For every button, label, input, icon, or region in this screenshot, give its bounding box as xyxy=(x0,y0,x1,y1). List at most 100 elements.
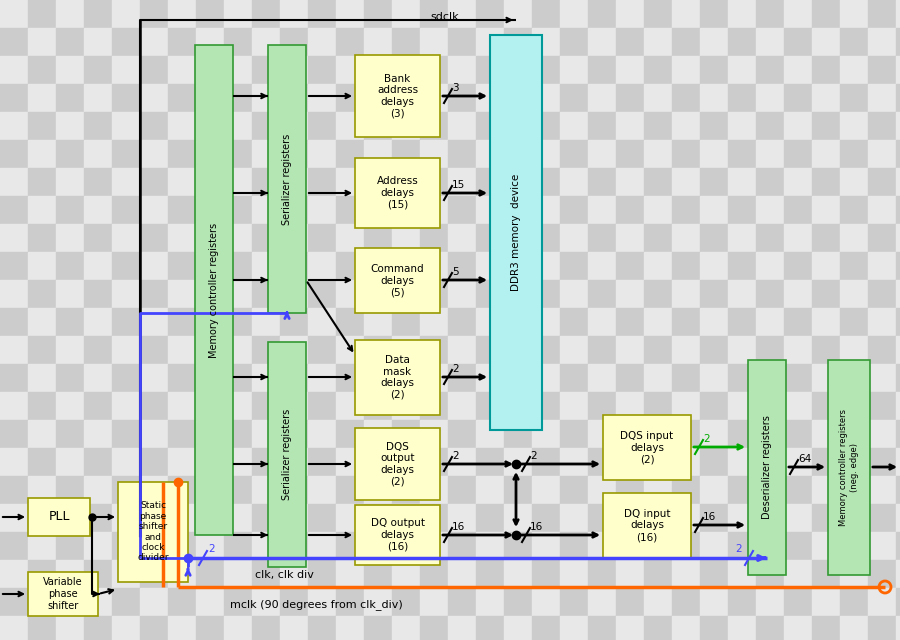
Bar xyxy=(280,560,308,588)
Bar xyxy=(504,336,532,364)
Bar xyxy=(504,364,532,392)
Bar xyxy=(812,392,840,420)
Bar xyxy=(504,112,532,140)
Bar xyxy=(476,616,504,640)
Bar xyxy=(588,588,616,616)
Bar xyxy=(700,196,728,224)
Bar xyxy=(896,364,900,392)
Bar xyxy=(756,56,784,84)
Bar xyxy=(812,84,840,112)
Bar xyxy=(0,448,28,476)
Bar xyxy=(336,168,364,196)
Bar xyxy=(504,588,532,616)
Bar xyxy=(0,196,28,224)
Bar xyxy=(840,476,868,504)
Bar xyxy=(140,336,168,364)
Bar xyxy=(504,308,532,336)
Bar xyxy=(140,504,168,532)
Bar xyxy=(308,280,336,308)
Bar xyxy=(392,504,420,532)
Bar xyxy=(392,84,420,112)
Bar xyxy=(560,252,588,280)
Bar xyxy=(812,168,840,196)
Bar xyxy=(616,392,644,420)
Text: Bank
address
delays
(3): Bank address delays (3) xyxy=(377,74,418,118)
Bar xyxy=(196,504,224,532)
Bar xyxy=(868,280,896,308)
Bar xyxy=(840,336,868,364)
Bar xyxy=(868,224,896,252)
Bar xyxy=(784,392,812,420)
Bar xyxy=(476,532,504,560)
Bar xyxy=(336,532,364,560)
Bar xyxy=(476,84,504,112)
Bar xyxy=(588,364,616,392)
Bar xyxy=(784,364,812,392)
Bar xyxy=(812,308,840,336)
Bar xyxy=(84,392,112,420)
Bar xyxy=(168,280,196,308)
Bar xyxy=(420,364,448,392)
Bar xyxy=(756,420,784,448)
Bar xyxy=(644,420,672,448)
Bar xyxy=(84,168,112,196)
Bar xyxy=(728,168,756,196)
Bar xyxy=(476,140,504,168)
Bar xyxy=(28,572,98,616)
Bar xyxy=(672,196,700,224)
Bar xyxy=(588,616,616,640)
Bar xyxy=(336,224,364,252)
Bar xyxy=(644,448,672,476)
Bar xyxy=(603,415,691,480)
Bar xyxy=(560,336,588,364)
Bar xyxy=(196,364,224,392)
Bar xyxy=(84,532,112,560)
Bar xyxy=(308,56,336,84)
Bar xyxy=(364,448,392,476)
Bar xyxy=(700,448,728,476)
Bar xyxy=(420,196,448,224)
Bar xyxy=(280,588,308,616)
Bar xyxy=(336,140,364,168)
Bar xyxy=(28,0,56,28)
Text: Serializer registers: Serializer registers xyxy=(282,409,292,500)
Bar xyxy=(168,560,196,588)
Bar xyxy=(252,84,280,112)
Bar xyxy=(868,588,896,616)
Bar xyxy=(168,420,196,448)
Bar xyxy=(0,392,28,420)
Bar xyxy=(448,28,476,56)
Text: 15: 15 xyxy=(452,180,465,190)
Bar xyxy=(476,336,504,364)
Bar xyxy=(448,224,476,252)
Bar xyxy=(280,504,308,532)
Bar xyxy=(896,140,900,168)
Bar xyxy=(112,616,140,640)
Bar xyxy=(112,112,140,140)
Bar xyxy=(84,588,112,616)
Bar xyxy=(252,224,280,252)
Bar xyxy=(355,340,440,415)
Bar xyxy=(588,84,616,112)
Bar xyxy=(560,476,588,504)
Bar xyxy=(560,224,588,252)
Bar xyxy=(812,252,840,280)
Bar xyxy=(56,196,84,224)
Bar xyxy=(896,56,900,84)
Bar xyxy=(448,420,476,448)
Bar xyxy=(252,588,280,616)
Bar xyxy=(560,168,588,196)
Bar xyxy=(588,448,616,476)
Bar xyxy=(224,532,252,560)
Bar xyxy=(280,140,308,168)
Bar xyxy=(112,560,140,588)
Bar xyxy=(392,308,420,336)
Bar xyxy=(308,364,336,392)
Bar xyxy=(0,0,28,28)
Bar xyxy=(118,482,188,582)
Bar xyxy=(84,28,112,56)
Bar xyxy=(504,28,532,56)
Bar xyxy=(140,84,168,112)
Bar xyxy=(840,112,868,140)
Bar xyxy=(336,392,364,420)
